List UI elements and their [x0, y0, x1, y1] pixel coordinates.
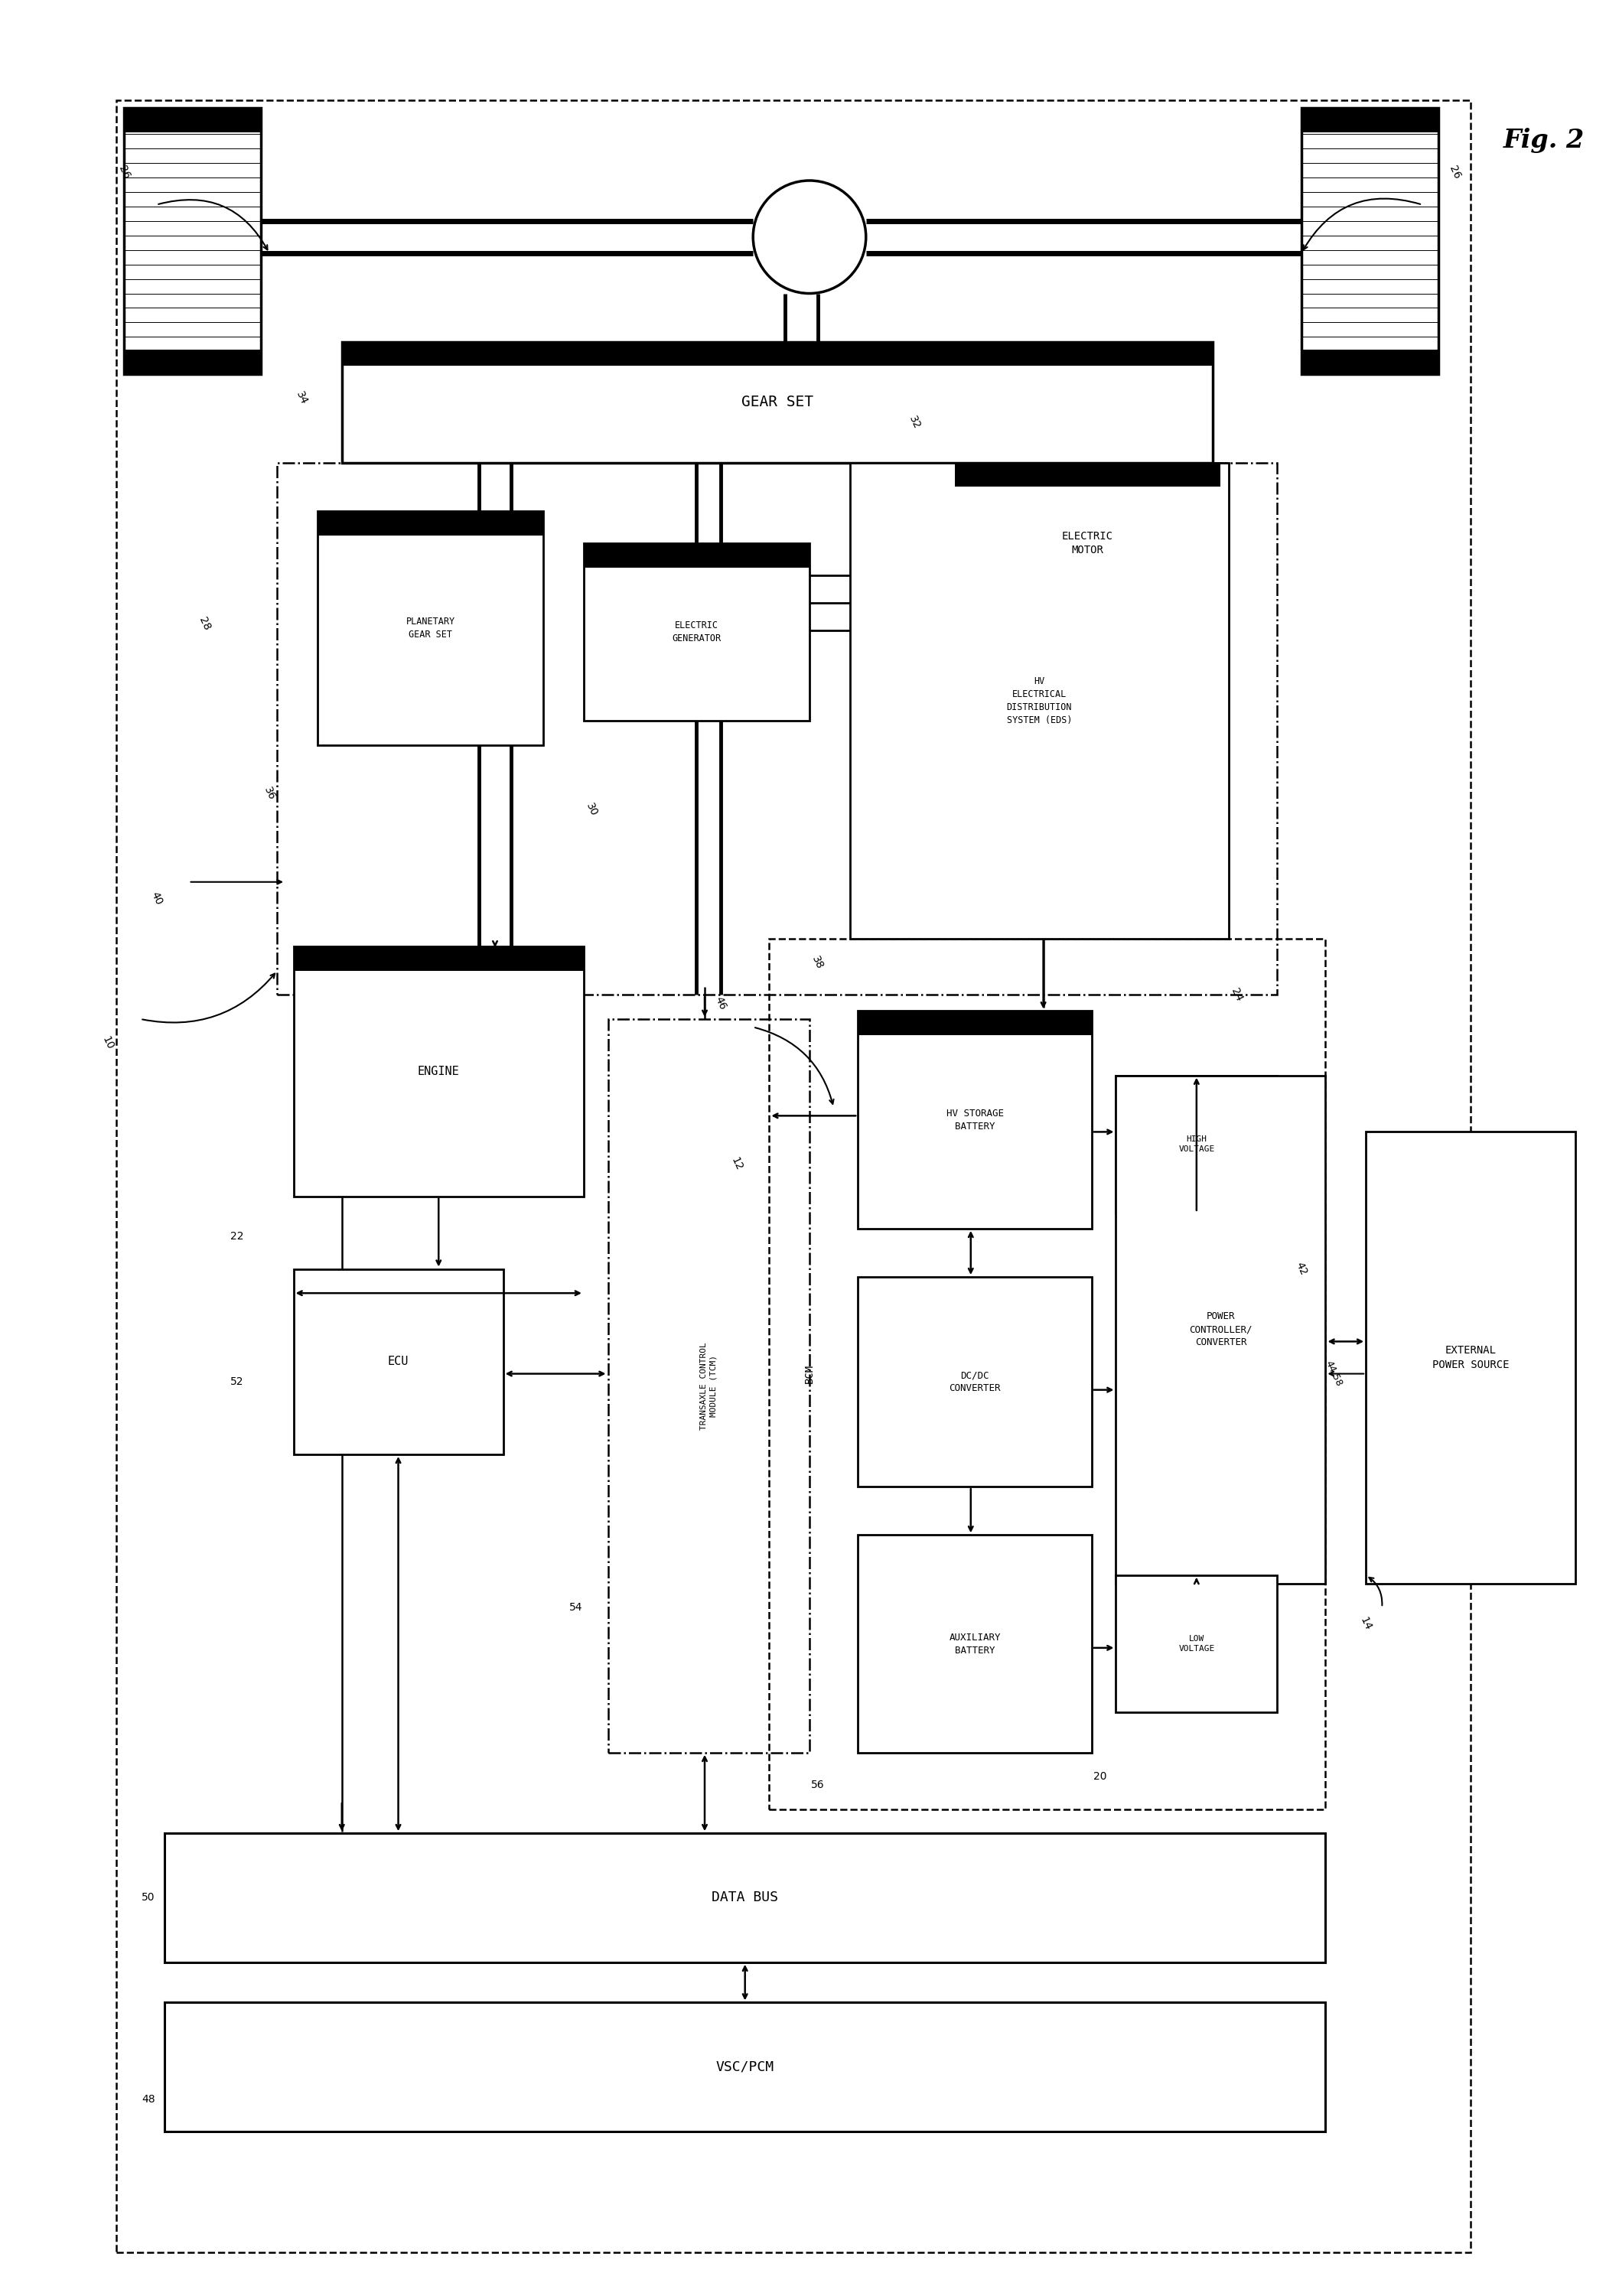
Text: EXTERNAL
POWER SOURCE: EXTERNAL POWER SOURCE [1433, 1345, 1509, 1371]
FancyBboxPatch shape [858, 1010, 1091, 1228]
FancyBboxPatch shape [293, 1270, 504, 1453]
Text: 12: 12 [729, 1155, 745, 1173]
Text: Fig. 2: Fig. 2 [1502, 129, 1585, 154]
FancyBboxPatch shape [317, 512, 544, 744]
Text: 14: 14 [1358, 1616, 1373, 1632]
FancyBboxPatch shape [1366, 1132, 1575, 1584]
Text: GEAR SET: GEAR SET [742, 395, 813, 409]
Text: AUXILIARY
BATTERY: AUXILIARY BATTERY [949, 1632, 1001, 1655]
FancyBboxPatch shape [125, 349, 261, 374]
Text: 52: 52 [230, 1375, 244, 1387]
FancyBboxPatch shape [858, 1010, 1091, 1035]
Text: ELECTRIC
GENERATOR: ELECTRIC GENERATOR [672, 620, 720, 643]
FancyBboxPatch shape [858, 1536, 1091, 1752]
Text: HV
ELECTRICAL
DISTRIBUTION
SYSTEM (EDS): HV ELECTRICAL DISTRIBUTION SYSTEM (EDS) [1007, 675, 1072, 726]
FancyBboxPatch shape [317, 512, 544, 535]
Text: POWER
CONTROLLER/
CONVERTER: POWER CONTROLLER/ CONVERTER [1190, 1311, 1251, 1348]
Text: 24: 24 [1229, 987, 1245, 1003]
Text: 32: 32 [907, 413, 921, 432]
FancyBboxPatch shape [342, 342, 1213, 365]
FancyBboxPatch shape [584, 544, 810, 567]
FancyBboxPatch shape [584, 544, 810, 721]
FancyBboxPatch shape [165, 1832, 1326, 1963]
Text: 30: 30 [584, 801, 599, 817]
Text: 38: 38 [810, 955, 826, 971]
FancyBboxPatch shape [850, 464, 1229, 939]
Text: 36: 36 [262, 785, 277, 801]
FancyBboxPatch shape [1115, 1075, 1326, 1584]
Text: VSC/PCM: VSC/PCM [716, 2060, 774, 2073]
Text: ECU: ECU [389, 1357, 408, 1368]
FancyBboxPatch shape [1302, 349, 1438, 374]
FancyBboxPatch shape [955, 464, 1221, 487]
FancyBboxPatch shape [1115, 1075, 1277, 1212]
Text: LOW
VOLTAGE: LOW VOLTAGE [1179, 1635, 1214, 1653]
Text: 10: 10 [100, 1035, 115, 1052]
Text: 50: 50 [141, 1892, 155, 1903]
Text: 34: 34 [293, 390, 309, 406]
FancyBboxPatch shape [165, 2002, 1326, 2131]
Text: 54: 54 [568, 1603, 583, 1612]
Text: ENGINE: ENGINE [418, 1065, 460, 1077]
FancyBboxPatch shape [1302, 108, 1438, 133]
Text: PLANETARY
GEAR SET: PLANETARY GEAR SET [406, 618, 455, 641]
Text: 46: 46 [712, 994, 729, 1010]
FancyBboxPatch shape [858, 1277, 1091, 1486]
Text: 20: 20 [1093, 1773, 1106, 1782]
FancyBboxPatch shape [125, 108, 261, 133]
FancyBboxPatch shape [342, 342, 1213, 464]
FancyBboxPatch shape [293, 946, 584, 971]
Text: 48: 48 [141, 2094, 155, 2105]
Text: 22: 22 [230, 1231, 244, 1242]
Text: HIGH
VOLTAGE: HIGH VOLTAGE [1179, 1134, 1214, 1153]
Text: 44,58: 44,58 [1323, 1359, 1344, 1389]
Text: BCM: BCM [805, 1364, 814, 1384]
Text: HV STORAGE
BATTERY: HV STORAGE BATTERY [945, 1109, 1004, 1132]
Text: 56: 56 [811, 1779, 824, 1791]
Text: 26: 26 [1447, 163, 1462, 181]
FancyBboxPatch shape [955, 464, 1221, 625]
FancyBboxPatch shape [293, 946, 584, 1196]
FancyBboxPatch shape [1115, 1575, 1277, 1713]
Text: DATA BUS: DATA BUS [712, 1892, 779, 1906]
Text: 26: 26 [117, 163, 131, 181]
Text: ELECTRIC
MOTOR: ELECTRIC MOTOR [1062, 530, 1114, 556]
Text: 40: 40 [149, 891, 164, 907]
Text: 42: 42 [1294, 1261, 1310, 1277]
Text: TRANSAXLE CONTROL
MODULE (TCM): TRANSAXLE CONTROL MODULE (TCM) [699, 1341, 717, 1430]
Circle shape [753, 181, 866, 294]
Text: 28: 28 [198, 615, 212, 631]
Text: DC/DC
CONVERTER: DC/DC CONVERTER [949, 1371, 1001, 1394]
